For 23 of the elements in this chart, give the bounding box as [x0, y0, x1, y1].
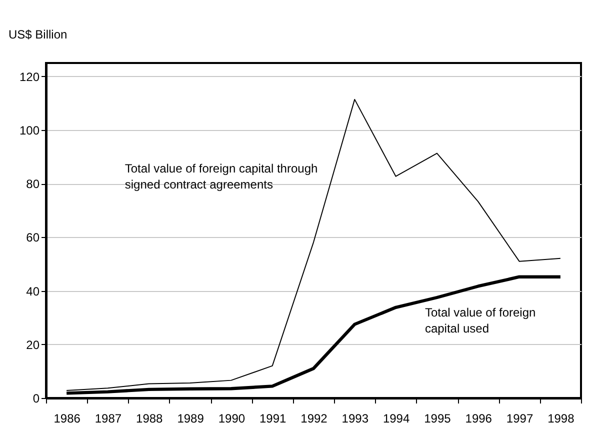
- x-tick-label: 1996: [465, 412, 492, 423]
- y-tick-label: 40: [26, 284, 40, 298]
- x-tick-label: 1998: [548, 412, 575, 423]
- x-tick-label: 1989: [177, 412, 204, 423]
- x-tick-label: 1990: [218, 412, 246, 423]
- y-tick-label: 120: [19, 70, 40, 84]
- x-tick-label: 1988: [136, 412, 164, 423]
- y-tick-label: 20: [26, 338, 40, 352]
- x-tick-label: 1987: [94, 412, 122, 423]
- x-tick-label: 1993: [342, 412, 369, 423]
- series-label: Total value of foreign capital used: [424, 306, 536, 336]
- x-tick-label: 1986: [54, 412, 81, 423]
- series-label: Total value of foreign capital through signed contract agreements: [124, 162, 318, 192]
- x-tick-label: 1994: [382, 412, 410, 423]
- x-tick-label: 1995: [424, 412, 452, 423]
- y-tick-label: 0: [32, 392, 40, 406]
- y-tick-label: 60: [26, 230, 40, 245]
- x-tick-label: 1991: [259, 412, 287, 423]
- y-axis-title: US$ Billion: [8, 28, 68, 42]
- y-tick-label: 100: [19, 124, 40, 138]
- x-tick-label: 1992: [300, 412, 328, 423]
- y-tick-label: 80: [26, 177, 40, 192]
- x-tick-label: 1997: [506, 412, 534, 423]
